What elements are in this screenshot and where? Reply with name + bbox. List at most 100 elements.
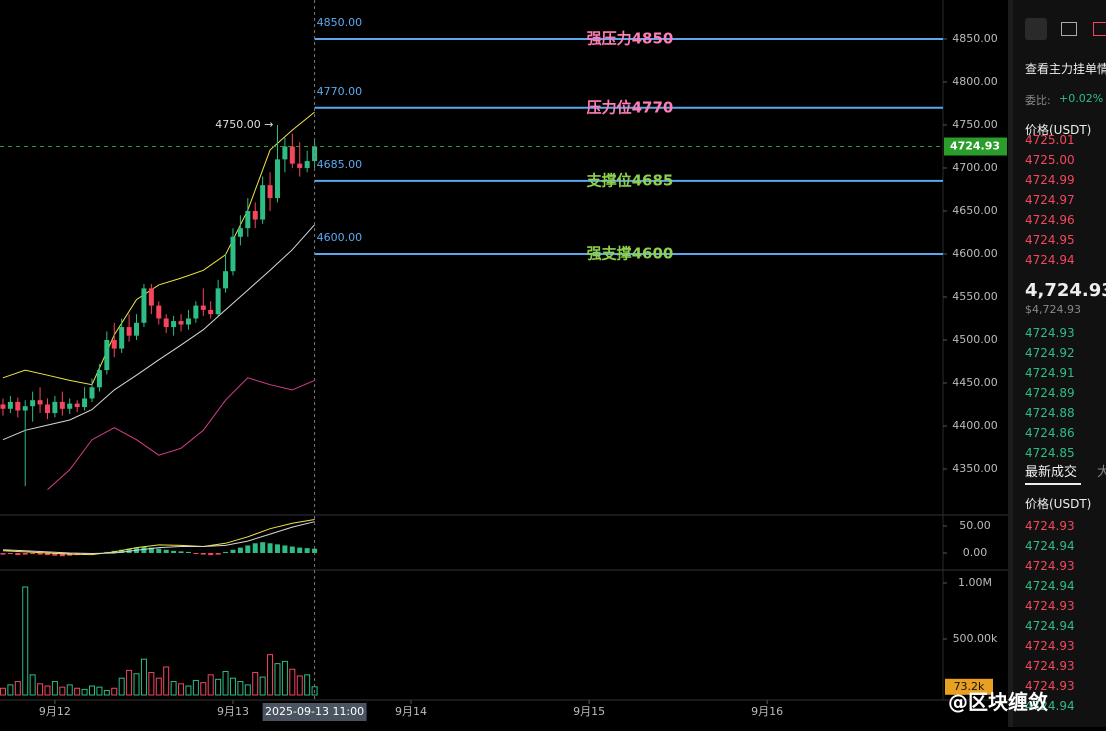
trade-price: 4724.93 — [1025, 659, 1075, 673]
x-tick-label: 9月15 — [573, 705, 605, 718]
y-tick-label: 4850.00 — [952, 32, 998, 45]
candle-body — [297, 163, 303, 168]
candle-body — [52, 401, 58, 414]
macd-bar — [200, 552, 206, 555]
macd-bar — [52, 552, 58, 556]
volume-bar — [111, 687, 118, 696]
level-value: 4600.00 — [317, 231, 363, 244]
candle-body — [82, 398, 88, 408]
x-tick-label: 9月12 — [39, 705, 71, 718]
level-text: 支撑位4685 — [586, 171, 674, 189]
volume-bar — [66, 684, 73, 696]
background — [0, 0, 1013, 727]
candle-body — [134, 322, 140, 336]
macd-bar — [59, 552, 65, 557]
volume-bar — [281, 660, 288, 696]
volume-bar — [148, 672, 155, 696]
hint[interactable]: 查看主力挂单情 — [1025, 62, 1106, 76]
x-tick-label: 9月16 — [751, 705, 783, 718]
trade-price: 4724.93 — [1025, 559, 1075, 573]
high-label: 4750.00 → — [215, 118, 273, 131]
chart: 4350.00 4400.00 4450.00 4500.00 4550.00 4600.… — [0, 0, 1013, 727]
candle-body — [156, 305, 162, 319]
trade-price: 4724.94 — [1025, 579, 1075, 593]
macd-bar — [223, 551, 229, 553]
trade-price: 4724.93 — [1025, 519, 1075, 533]
volume-bar — [7, 684, 14, 696]
candle-body — [0, 404, 6, 409]
crosshair-box — [262, 703, 367, 721]
y-tick-label: 0.00 — [963, 546, 988, 559]
macd-bar — [193, 552, 199, 555]
crosshair-label: 2025-09-13 11:00 — [265, 705, 364, 718]
x-tick-label: 9月13 — [217, 705, 249, 718]
macd-bar — [0, 552, 6, 555]
trade-price: 4724.93 — [1025, 639, 1075, 653]
ask-price: 4725.01 — [1025, 133, 1075, 147]
volume-bar — [170, 681, 177, 696]
macd-bar — [171, 550, 177, 553]
macd-bar — [44, 552, 50, 556]
volume-bar — [133, 673, 140, 696]
tab-icon[interactable] — [1025, 18, 1047, 40]
y-tick-label: 4350.00 — [952, 462, 998, 475]
candle-body — [312, 146, 318, 162]
volume-bar — [22, 586, 29, 696]
tab-icon[interactable] — [1061, 22, 1077, 36]
macd-bar — [274, 544, 280, 553]
candle-body — [141, 288, 147, 323]
volume-bar — [163, 666, 170, 696]
macd-bar — [267, 543, 273, 553]
candle-body — [67, 403, 73, 409]
y-tick-label: 4450.00 — [952, 376, 998, 389]
indicator-line — [2, 519, 315, 556]
candle-body — [252, 210, 258, 220]
y-tick-label: 4400.00 — [952, 419, 998, 432]
macd-bar — [312, 548, 318, 553]
macd-bar — [7, 552, 13, 555]
candle-body — [30, 400, 36, 407]
candle-body — [44, 404, 50, 414]
volume-bar — [274, 663, 281, 696]
level-text: 压力位4770 — [587, 98, 674, 116]
trades-tab[interactable]: 大 — [1097, 465, 1106, 480]
trades-title[interactable]: 最新成交 — [1025, 465, 1078, 480]
volume-bar — [304, 674, 311, 696]
trade-price: 4724.93 — [1025, 679, 1075, 693]
tab-icon[interactable] — [1093, 22, 1106, 36]
volume-bar — [74, 687, 81, 696]
ask-price: 4724.99 — [1025, 173, 1075, 187]
candle-body — [37, 400, 43, 405]
ask-price: 4724.94 — [1025, 253, 1075, 267]
volume-bar — [178, 683, 185, 696]
candle-body — [193, 305, 199, 319]
bid-price: 4724.86 — [1025, 426, 1075, 440]
indicator-line — [47, 377, 315, 490]
volume-bar — [89, 685, 95, 696]
volume-bar — [81, 688, 88, 696]
macd-bar — [30, 552, 36, 555]
price-header: 价格(USDT) — [1025, 123, 1092, 137]
last-price-label: 4724.93 — [950, 140, 1000, 153]
volume-bar — [229, 677, 236, 696]
bid-price: 4724.91 — [1025, 366, 1075, 380]
level-value: 4770.00 — [317, 85, 363, 98]
candle-body — [119, 327, 125, 349]
volume-bar — [222, 670, 229, 696]
volume-bar — [259, 676, 266, 696]
splitter[interactable] — [1008, 0, 1013, 727]
last-volume-box — [945, 678, 993, 695]
macd-bar — [260, 542, 266, 553]
macd-bar — [237, 547, 243, 553]
volume-bar — [252, 672, 259, 696]
candle-body — [185, 318, 191, 325]
candle-body — [163, 318, 169, 328]
candle-body — [15, 401, 21, 411]
candle-body — [223, 271, 229, 289]
macd-bar — [297, 547, 303, 553]
y-tick-label: 4750.00 — [952, 118, 998, 131]
level-text: 强压力4850 — [587, 29, 674, 47]
ask-price: 4725.00 — [1025, 153, 1075, 167]
candle-body — [208, 309, 214, 315]
ask-price: 4724.97 — [1025, 193, 1075, 207]
